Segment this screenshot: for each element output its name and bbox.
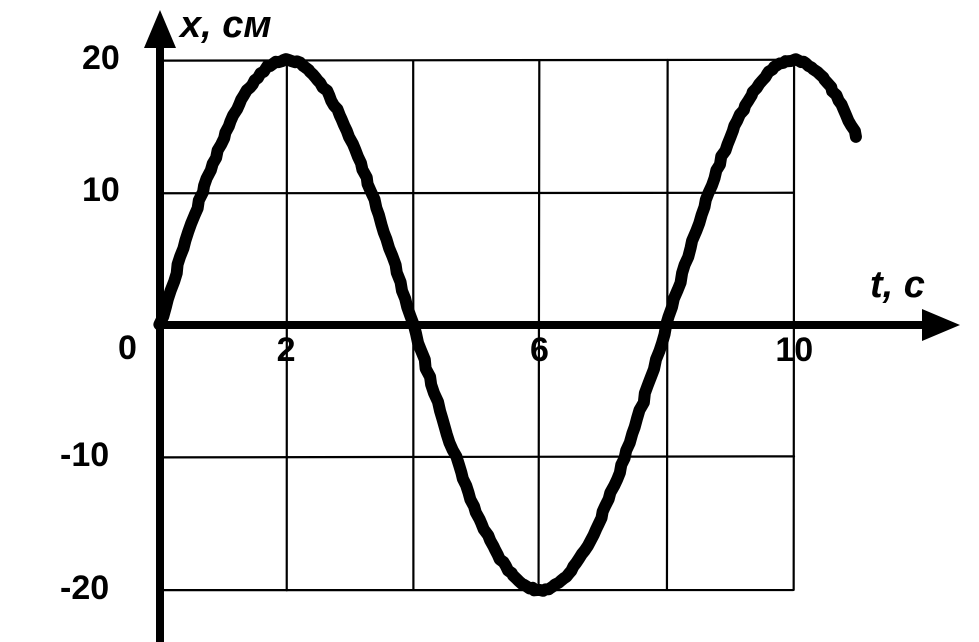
x-tick-label: 2	[277, 331, 296, 370]
chart-canvas	[0, 0, 979, 642]
sine-chart: x, см t, c -20 -10 0 10 20 2 6 10	[0, 0, 979, 642]
origin-label: 0	[118, 329, 137, 368]
y-tick-label: -10	[60, 436, 109, 475]
x-tick-label: 10	[775, 331, 813, 370]
y-axis-label: x, см	[180, 4, 272, 47]
y-tick-label: 20	[82, 39, 120, 78]
x-axis-label: t, c	[870, 264, 925, 307]
y-tick-label: -20	[60, 569, 109, 608]
x-tick-label: 6	[530, 331, 549, 370]
y-tick-label: 10	[82, 171, 120, 210]
